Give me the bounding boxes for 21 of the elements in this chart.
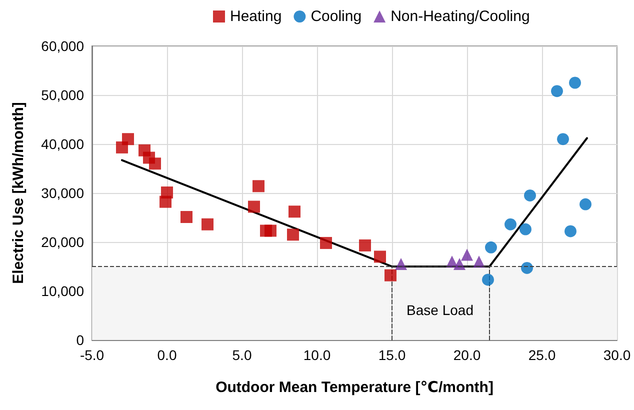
y-tick-label: 50,000 [41,87,84,103]
y-tick-label: 20,000 [41,234,84,250]
x-tick-label: 20.0 [453,347,481,363]
legend-label: Cooling [310,8,362,25]
x-tick-label: -5.0 [80,347,104,363]
x-tick-label: 15.0 [378,347,406,363]
y-tick-label: 0 [76,332,84,348]
x-tick-label: 5.0 [232,347,252,363]
y-tick-label: 40,000 [41,136,84,152]
legend-label: Non-Heating/Cooling [390,8,530,25]
x-tick-label: 0.0 [157,347,177,363]
x-tick-label: 30.0 [603,347,631,363]
y-tick-label: 10,000 [41,283,84,299]
x-tick-label: 25.0 [528,347,556,363]
annotation: Base Load [406,302,474,318]
y-tick-label: 60,000 [41,38,84,54]
legend-label: Heating [230,8,282,25]
x-tick-label: 10.0 [303,347,331,363]
x-axis-title: Outdoor Mean Temperature [℃/month] [216,379,494,396]
y-tick-label: 30,000 [41,185,84,201]
y-axis-title: Electric Use [kWh/month] [10,102,27,284]
